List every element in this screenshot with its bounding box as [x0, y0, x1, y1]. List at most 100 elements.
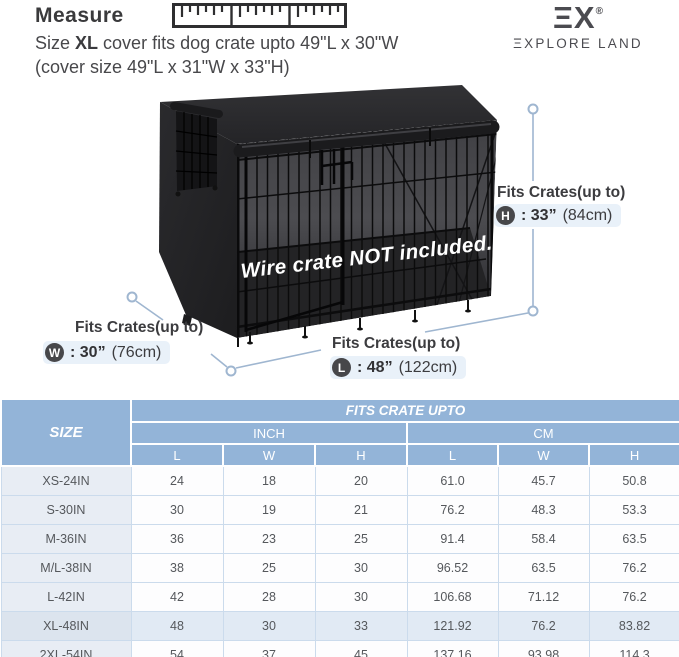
measure-title: Measure — [35, 4, 124, 27]
value-cell: 23 — [222, 524, 316, 554]
value-cell: 114.3 — [588, 640, 679, 657]
size-description-prefix: Size — [35, 33, 76, 53]
width-callout-title: Fits Crates(up to) — [75, 319, 204, 336]
side-window — [170, 102, 223, 197]
value-cell: 76.2 — [406, 495, 499, 525]
value-cell: 63.5 — [588, 524, 679, 554]
value-cell: 137.16 — [406, 640, 499, 657]
table-row: XS-24IN 24 18 20 61.0 45.7 50.8 — [0, 465, 679, 496]
table-row: M-36IN 36 23 25 91.4 58.4 63.5 — [0, 524, 679, 554]
value-cell: 96.52 — [406, 553, 499, 583]
size-description-rest: cover fits dog crate upto 49"L x 30"W — [98, 33, 399, 53]
length-callout-title: Fits Crates(up to) — [332, 335, 461, 352]
table-row: 2XL-54IN 54 37 45 137.16 93.98 114.3 — [0, 640, 679, 657]
width-callout-value: W : 30” (76cm) — [43, 341, 171, 364]
value-cell: 83.82 — [588, 611, 679, 641]
size-table: SIZE FITS CRATE UPTO INCH CM L W H L W H… — [0, 398, 679, 657]
leader-lines — [135, 114, 534, 369]
value-cell: 121.92 — [406, 611, 499, 641]
table-row: L-42IN 42 28 30 106.68 71.12 76.2 — [0, 582, 679, 612]
value-cell: 25 — [314, 524, 408, 554]
dim-header-inch-w: W — [222, 443, 316, 467]
cover-size-note: (cover size 49"L x 31"W x 33"H) — [35, 57, 290, 77]
size-description: Size XL cover fits dog crate upto 49"L x… — [35, 33, 398, 54]
crate-front-grid — [237, 120, 497, 338]
width-value: : 30” — [70, 343, 106, 361]
value-cell: 76.2 — [588, 582, 679, 612]
registered-mark: ® — [595, 6, 603, 17]
height-value: : 33” — [521, 206, 557, 224]
value-cell: 45 — [314, 640, 408, 657]
value-cell: 20 — [314, 465, 408, 496]
size-cell: M-36IN — [0, 524, 132, 554]
height-badge: H — [496, 206, 515, 225]
length-metric: (122cm) — [398, 358, 458, 376]
size-code: XL — [75, 33, 99, 53]
height-callout-value: H : 33” (84cm) — [494, 204, 622, 227]
brand-logo: ΞX® ΞXPLORE LAND — [492, 0, 664, 51]
value-cell: 93.98 — [497, 640, 590, 657]
dim-header-cm-l: L — [406, 443, 499, 467]
size-cell: L-42IN — [0, 582, 132, 612]
table-title: FITS CRATE UPTO — [129, 398, 679, 423]
value-cell: 63.5 — [497, 553, 590, 583]
value-cell: 58.4 — [497, 524, 590, 554]
ruler-icon — [172, 3, 347, 28]
logo-name: ΞXPLORE LAND — [513, 35, 643, 51]
value-cell: 42 — [130, 582, 224, 612]
value-cell: 36 — [130, 524, 224, 554]
size-cell: M/L-38IN — [0, 553, 132, 583]
size-table-body: XS-24IN 24 18 20 61.0 45.7 50.8 S-30IN 3… — [0, 465, 679, 657]
table-row: XL-48IN 48 30 33 121.92 76.2 83.82 — [0, 611, 679, 641]
leader-endpoints — [126, 103, 539, 377]
table-row: S-30IN 30 19 21 76.2 48.3 53.3 — [0, 495, 679, 525]
door-latch — [320, 149, 354, 185]
value-cell: 48.3 — [497, 495, 590, 525]
dim-header-inch-h: H — [314, 443, 408, 467]
value-cell: 37 — [222, 640, 316, 657]
value-cell: 18 — [222, 465, 316, 496]
value-cell: 76.2 — [588, 553, 679, 583]
value-cell: 76.2 — [497, 611, 590, 641]
value-cell: 71.12 — [497, 582, 590, 612]
value-cell: 53.3 — [588, 495, 679, 525]
length-callout-value: L : 48” (122cm) — [330, 356, 467, 379]
width-badge: W — [45, 343, 64, 362]
value-cell: 45.7 — [497, 465, 590, 496]
length-value: : 48” — [357, 358, 393, 376]
size-cell: S-30IN — [0, 495, 132, 525]
dim-header-cm-w: W — [497, 443, 590, 467]
length-badge: L — [332, 358, 351, 377]
value-cell: 106.68 — [406, 582, 499, 612]
size-cell: XS-24IN — [0, 465, 132, 496]
value-cell: 25 — [222, 553, 316, 583]
value-cell: 38 — [130, 553, 224, 583]
value-cell: 30 — [130, 495, 224, 525]
value-cell: 30 — [314, 553, 408, 583]
width-metric: (76cm) — [111, 343, 162, 361]
value-cell: 50.8 — [588, 465, 679, 496]
size-cell: XL-48IN — [0, 611, 132, 641]
crate-feet — [182, 300, 471, 347]
unit-header-cm: CM — [405, 421, 679, 445]
value-cell: 48 — [130, 611, 224, 641]
size-cell: 2XL-54IN — [0, 640, 132, 657]
value-cell: 30 — [222, 611, 316, 641]
value-cell: 61.0 — [406, 465, 499, 496]
value-cell: 24 — [130, 465, 224, 496]
unit-header-inch: INCH — [130, 421, 408, 445]
table-row: M/L-38IN 38 25 30 96.52 63.5 76.2 — [0, 553, 679, 583]
value-cell: 19 — [222, 495, 316, 525]
value-cell: 91.4 — [406, 524, 499, 554]
crate-roof — [160, 85, 497, 144]
size-column-header: SIZE — [0, 398, 132, 467]
value-cell: 21 — [314, 495, 408, 525]
value-cell: 33 — [314, 611, 408, 641]
value-cell: 54 — [130, 640, 224, 657]
height-callout-title: Fits Crates(up to) — [497, 184, 626, 201]
rolled-flap — [233, 120, 500, 158]
logo-mark: ΞX® — [552, 0, 603, 35]
height-metric: (84cm) — [562, 206, 613, 224]
